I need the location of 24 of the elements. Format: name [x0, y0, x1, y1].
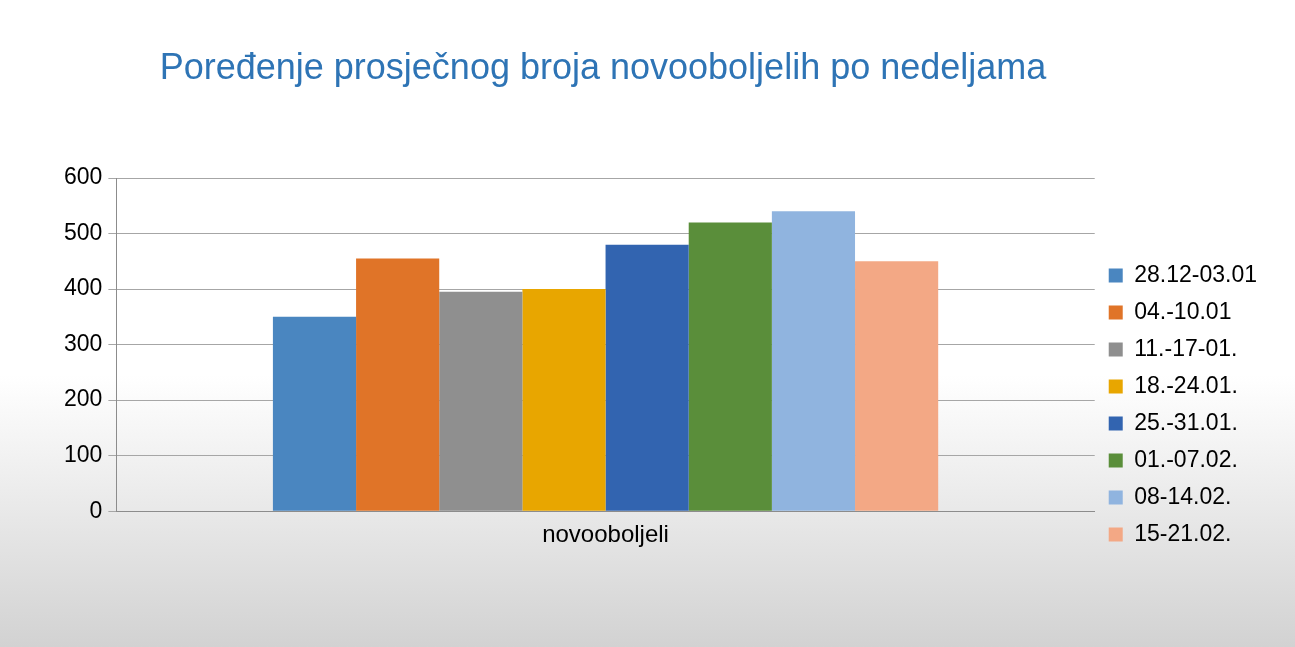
bar	[272, 316, 357, 511]
bar	[522, 289, 606, 511]
bar	[356, 258, 440, 511]
y-tick-label: 100	[64, 441, 103, 468]
legend-label: 08-14.02.	[1134, 482, 1232, 509]
y-tick-label: 500	[64, 218, 103, 245]
legend-label: 18.-24.01.	[1134, 371, 1238, 398]
legend-label: 01.-07.02.	[1134, 445, 1238, 472]
legend-label: 15-21.02.	[1134, 519, 1232, 546]
legend-label: 28.12-03.01	[1134, 260, 1258, 287]
y-tick-label: 400	[64, 274, 103, 301]
y-tick-label: 300	[64, 329, 103, 356]
y-tick-label: 600	[64, 163, 103, 190]
legend-label: 11.-17-01.	[1134, 334, 1238, 361]
x-tick-label: novooboljeli	[542, 520, 669, 548]
legend-label: 04.-10.01	[1134, 297, 1232, 324]
bar	[688, 222, 772, 511]
y-tick-label: 200	[64, 385, 103, 412]
chart-title: Poređenje prosječnog broja novooboljelih po nedeljama	[158, 46, 1048, 88]
bar	[855, 261, 939, 511]
bar	[605, 244, 689, 511]
bar	[771, 211, 856, 511]
y-tick-label: 0	[89, 496, 103, 523]
legend-label: 25.-31.01.	[1134, 408, 1238, 435]
